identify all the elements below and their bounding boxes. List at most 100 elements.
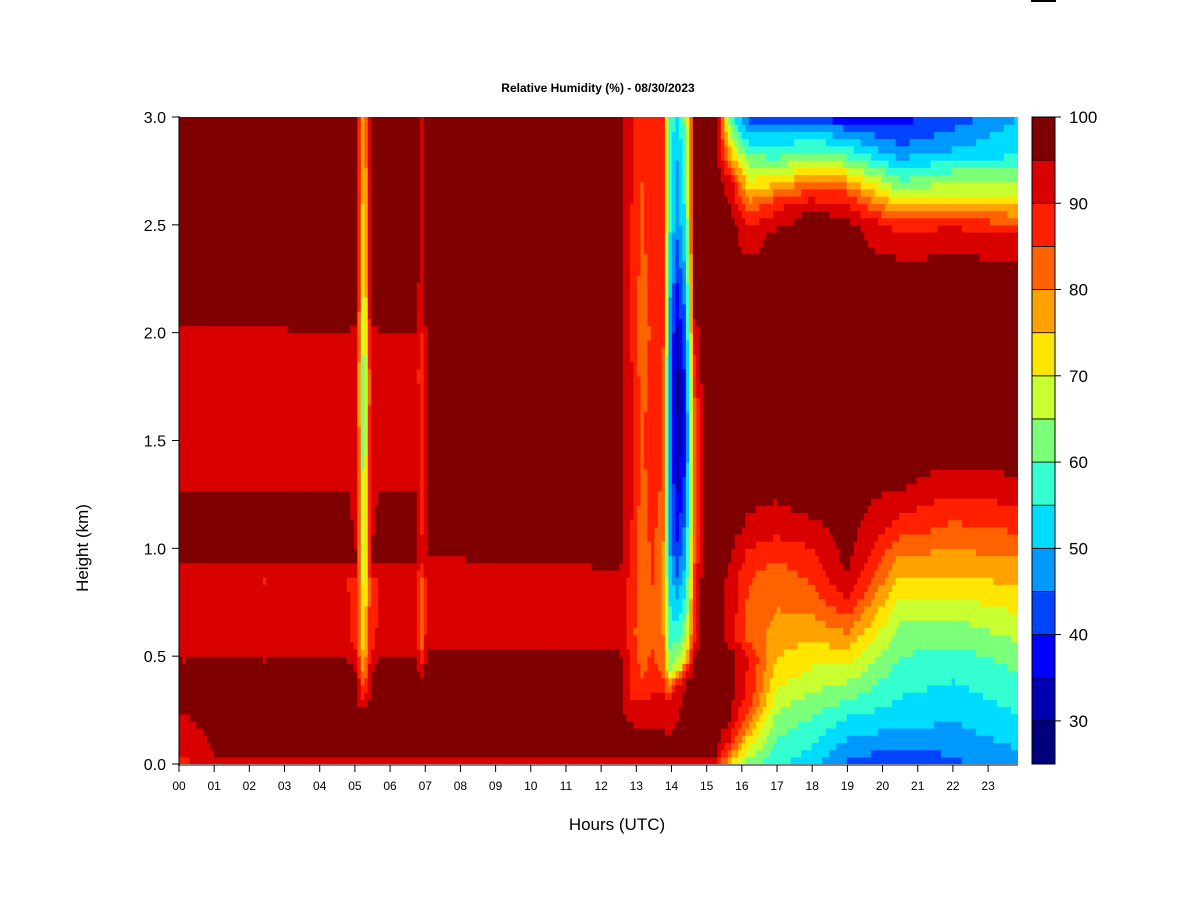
heatmap-cell	[955, 577, 960, 600]
heatmap-cell	[766, 217, 771, 233]
heatmap-cell	[343, 562, 348, 657]
heatmap-cell	[972, 217, 977, 233]
heatmap-cell	[790, 131, 795, 147]
heatmap-cell	[902, 232, 907, 262]
heatmap-cell	[818, 641, 823, 664]
heatmap-cell	[647, 756, 652, 764]
heatmap-cell	[308, 562, 313, 657]
heatmap-cell	[927, 188, 932, 197]
heatmap-column	[682, 117, 687, 764]
heatmap-cell	[304, 332, 309, 492]
heatmap-column	[993, 117, 998, 764]
heatmap-cell	[881, 203, 886, 219]
heatmap-cell	[797, 512, 802, 542]
heatmap-cell	[1011, 584, 1016, 614]
x-tick-label: 07	[419, 779, 433, 793]
heatmap-cell	[748, 512, 753, 549]
heatmap-cell	[916, 210, 921, 219]
heatmap-cell	[930, 196, 935, 204]
heatmap-cell	[182, 562, 187, 664]
heatmap-cell	[790, 756, 795, 764]
heatmap-column	[500, 117, 505, 764]
heatmap-cell	[829, 152, 834, 161]
heatmap-cell	[920, 505, 925, 535]
heatmap-cell	[783, 117, 788, 125]
heatmap-cell	[364, 605, 369, 657]
heatmap-column	[979, 117, 984, 764]
heatmap-cell	[811, 613, 816, 643]
heatmap-column	[203, 117, 208, 764]
heatmap-cell	[668, 735, 673, 758]
heatmap-cell	[336, 490, 341, 564]
heatmap-cell	[762, 756, 767, 764]
heatmap-cell	[888, 253, 893, 492]
heatmap-cell	[671, 232, 677, 283]
heatmap-cell	[976, 181, 981, 197]
heatmap-cell	[339, 490, 344, 564]
colorbar-segment	[1031, 418, 1056, 463]
heatmap-cell	[738, 569, 743, 643]
heatmap-cell	[741, 117, 746, 125]
heatmap-cell	[731, 145, 736, 161]
heatmap-cell	[332, 756, 337, 764]
heatmap-cell	[843, 124, 848, 132]
heatmap-cell	[234, 325, 240, 492]
x-tick-label: 08	[454, 779, 468, 793]
heatmap-cell	[913, 174, 918, 190]
heatmap-cell	[941, 210, 946, 219]
heatmap-cell	[486, 117, 491, 564]
heatmap-cell	[434, 756, 439, 764]
heatmap-cell	[769, 160, 774, 168]
heatmap-cell	[993, 742, 998, 764]
heatmap-cell	[958, 167, 963, 183]
heatmap-cell	[857, 117, 862, 125]
heatmap-column	[567, 117, 572, 764]
heatmap-cell	[241, 490, 247, 564]
heatmap-cell	[657, 490, 663, 672]
heatmap-cell	[1014, 152, 1018, 168]
heatmap-column	[633, 117, 638, 764]
heatmap-cell	[969, 145, 974, 161]
heatmap-cell	[993, 203, 998, 212]
heatmap-cell	[804, 720, 809, 751]
heatmap-cell	[441, 555, 446, 650]
heatmap-cell	[899, 577, 904, 600]
heatmap-cell	[864, 196, 869, 204]
heatmap-cell	[962, 160, 967, 168]
heatmap-column	[710, 117, 715, 764]
heatmap-cell	[864, 756, 869, 764]
heatmap-cell	[290, 490, 295, 564]
heatmap-cell	[902, 188, 907, 197]
heatmap-cell	[741, 526, 746, 564]
heatmap-cell	[661, 692, 666, 729]
heatmap-column	[734, 117, 739, 764]
heatmap-cell	[958, 620, 963, 650]
heatmap-cell	[671, 670, 677, 679]
heatmap-cell	[930, 174, 935, 183]
heatmap-cell	[1011, 476, 1016, 506]
heatmap-column	[608, 117, 614, 764]
heatmap-cell	[881, 167, 886, 183]
heatmap-cell	[825, 160, 830, 168]
heatmap-cell	[252, 325, 257, 492]
heatmap-cell	[608, 648, 614, 758]
heatmap-cell	[801, 167, 806, 176]
heatmap-cell	[920, 217, 925, 233]
heatmap-cell	[685, 613, 690, 636]
heatmap-cell	[196, 117, 201, 327]
heatmap-cell	[923, 188, 928, 197]
heatmap-cell	[846, 613, 851, 636]
heatmap-cell	[406, 562, 411, 657]
heatmap-cell	[948, 577, 953, 600]
heatmap-cell	[556, 756, 561, 764]
heatmap-cell	[1011, 167, 1016, 183]
heatmap-cell	[909, 260, 914, 485]
heatmap-cell	[332, 656, 337, 758]
heatmap-cell	[427, 117, 432, 557]
heatmap-cell	[965, 526, 970, 549]
heatmap-cell	[507, 117, 512, 564]
x-tick-label: 15	[700, 779, 714, 793]
heatmap-cell	[329, 756, 334, 764]
heatmap-cell	[448, 555, 453, 650]
heatmap-cell	[591, 117, 596, 571]
